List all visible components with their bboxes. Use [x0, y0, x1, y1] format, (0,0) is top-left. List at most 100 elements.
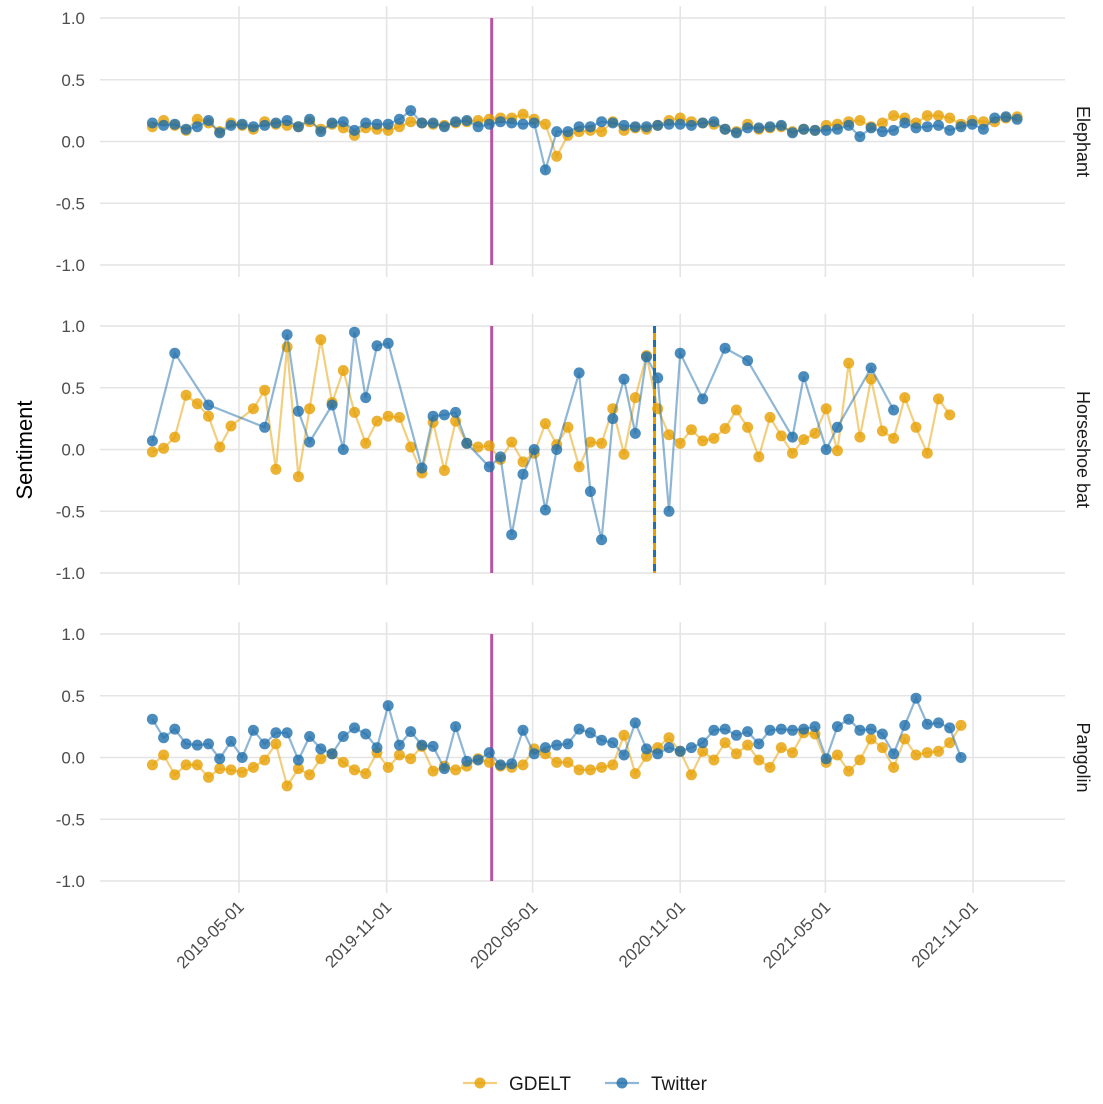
data-point-twitter — [281, 329, 293, 341]
data-point-gdelt — [146, 446, 158, 458]
data-point-gdelt — [831, 749, 843, 761]
data-point-twitter — [798, 723, 810, 735]
data-point-twitter — [551, 739, 563, 751]
data-point-gdelt — [405, 441, 417, 453]
data-point-twitter — [854, 724, 866, 736]
data-point-gdelt — [146, 759, 158, 771]
data-point-twitter — [517, 118, 529, 130]
data-point-gdelt — [865, 373, 877, 385]
legend-label: GDELT — [509, 1074, 571, 1095]
data-point-twitter — [787, 724, 798, 736]
data-point-twitter — [461, 437, 473, 449]
data-point-twitter — [495, 759, 506, 771]
data-point-twitter — [719, 342, 731, 354]
data-point-twitter — [438, 763, 450, 775]
data-point-twitter — [427, 117, 439, 129]
x-tick-label: 2020-11-01 — [615, 897, 689, 971]
data-point-gdelt — [169, 431, 181, 443]
data-point-gdelt — [158, 749, 170, 761]
data-point-twitter — [450, 721, 462, 733]
data-point-gdelt — [888, 110, 900, 122]
data-point-twitter — [528, 117, 540, 129]
data-point-twitter — [865, 723, 877, 735]
data-point-gdelt — [629, 768, 641, 780]
data-point-twitter — [742, 122, 754, 134]
data-point-gdelt — [933, 393, 944, 405]
data-point-gdelt — [685, 769, 697, 781]
data-point-twitter — [876, 728, 888, 740]
data-point-twitter — [843, 713, 855, 725]
data-point-gdelt — [506, 436, 518, 448]
data-point-gdelt — [753, 754, 765, 766]
data-point-gdelt — [708, 432, 720, 444]
data-point-twitter — [506, 758, 518, 770]
data-point-twitter — [596, 116, 608, 128]
data-point-twitter — [989, 112, 1001, 124]
data-point-twitter — [629, 121, 641, 133]
data-point-twitter — [371, 340, 383, 352]
data-point-twitter — [697, 117, 709, 129]
data-point-gdelt — [865, 733, 877, 745]
data-point-gdelt — [921, 447, 933, 459]
data-point-twitter — [461, 115, 473, 126]
data-point-twitter — [787, 431, 798, 443]
data-point-gdelt — [944, 112, 956, 124]
data-point-twitter — [483, 747, 495, 759]
data-point-gdelt — [899, 733, 911, 745]
data-point-twitter — [247, 121, 259, 133]
data-point-gdelt — [831, 445, 843, 457]
data-point-twitter — [607, 737, 619, 749]
data-point-gdelt — [854, 754, 866, 766]
data-point-gdelt — [214, 763, 226, 775]
data-point-gdelt — [798, 434, 810, 446]
data-point-twitter — [584, 486, 596, 497]
data-point-twitter — [315, 126, 327, 138]
data-point-gdelt — [933, 745, 944, 757]
y-tick-label: 1.0 — [61, 9, 85, 28]
data-point-gdelt — [225, 420, 237, 432]
y-tick-label: -1.0 — [56, 564, 85, 583]
data-point-gdelt — [663, 429, 675, 441]
legend-key-point — [616, 1077, 628, 1089]
data-point-twitter — [596, 534, 608, 546]
data-point-gdelt — [551, 150, 563, 162]
data-point-twitter — [708, 724, 720, 736]
y-tick-label: 0.0 — [61, 133, 85, 152]
data-point-twitter — [169, 347, 181, 359]
data-point-twitter — [730, 127, 742, 139]
data-point-gdelt — [427, 765, 439, 777]
data-point-twitter — [382, 337, 394, 349]
data-point-gdelt — [910, 421, 922, 433]
data-point-gdelt — [809, 427, 821, 439]
data-point-twitter — [360, 728, 372, 740]
y-axis-title: Sentiment — [12, 400, 37, 499]
series-twitter — [146, 326, 900, 546]
data-point-gdelt — [629, 392, 641, 404]
data-point-twitter — [259, 421, 271, 433]
data-point-gdelt — [944, 737, 956, 749]
data-point-twitter — [798, 371, 810, 383]
data-point-gdelt — [292, 763, 304, 775]
data-point-gdelt — [382, 761, 394, 773]
series-twitter — [146, 105, 1023, 176]
data-point-twitter — [349, 124, 360, 136]
data-point-twitter — [180, 123, 192, 135]
data-point-gdelt — [584, 436, 596, 448]
data-point-twitter — [337, 731, 349, 742]
data-point-twitter — [349, 326, 360, 338]
data-point-twitter — [663, 118, 675, 130]
data-point-twitter — [315, 743, 327, 755]
data-point-twitter — [203, 115, 214, 126]
panels-layer: 1.0 0.5 0.0 -0.5 -1.0 Elephant 1.0 0.5 0.0 -0.5 -1… — [56, 6, 1093, 893]
data-point-twitter — [461, 755, 473, 767]
data-point-gdelt — [405, 753, 417, 765]
data-point-gdelt — [888, 432, 900, 444]
data-point-gdelt — [607, 759, 619, 771]
data-point-twitter — [618, 373, 630, 385]
data-point-gdelt — [393, 411, 405, 423]
data-point-twitter — [146, 435, 158, 447]
data-point-gdelt — [854, 115, 866, 126]
data-point-twitter — [674, 745, 686, 757]
data-point-twitter — [191, 121, 203, 133]
data-point-twitter — [697, 393, 709, 405]
